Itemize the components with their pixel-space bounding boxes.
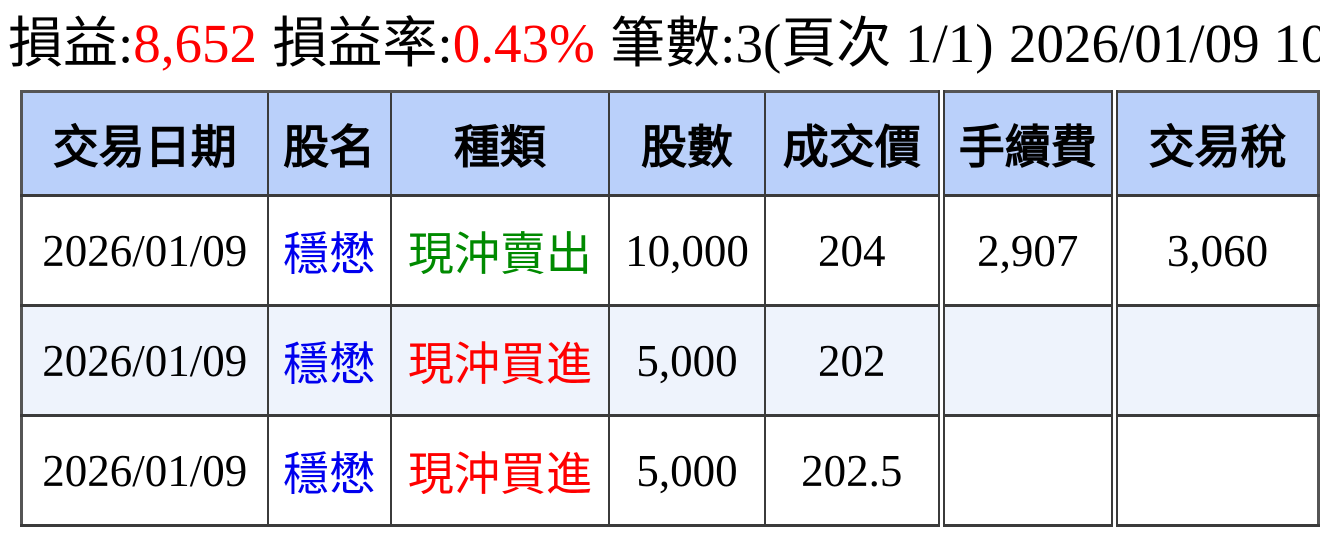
- cell-stock-name[interactable]: 穩懋: [266, 194, 392, 307]
- profit-loss-label: 損益:: [8, 13, 134, 74]
- cell-trade-date: 2026/01/09: [20, 194, 269, 307]
- cell-price: 202.5: [763, 414, 943, 527]
- col-header-trade-date: 交易日期: [20, 90, 269, 197]
- cell-trade-type: 現沖買進: [389, 304, 611, 417]
- record-count: 筆數:3(頁次 1/1): [610, 13, 994, 74]
- table-row: 2026/01/09 穩懋 現沖賣出 10,000 204 2,907 3,06…: [20, 194, 1320, 307]
- summary-datetime: 2026/01/09 10:: [1009, 13, 1320, 74]
- cell-fee: 2,907: [937, 194, 1116, 307]
- cell-trade-type: 現沖買進: [389, 414, 611, 527]
- cell-shares: 5,000: [608, 414, 766, 527]
- summary-line: 損益:8,652 損益率:0.43% 筆數:3(頁次 1/1) 2026/01/09 …: [0, 0, 1320, 90]
- cell-shares: 5,000: [608, 304, 766, 417]
- col-header-shares: 股數: [608, 90, 766, 197]
- cell-tax: [1110, 304, 1320, 417]
- cell-trade-date: 2026/01/09: [20, 304, 269, 417]
- cell-price: 202: [763, 304, 943, 417]
- cell-tax: 3,060: [1110, 194, 1320, 307]
- cell-stock-name[interactable]: 穩懋: [266, 304, 392, 417]
- cell-trade-type: 現沖賣出: [389, 194, 611, 307]
- col-header-trade-type: 種類: [389, 90, 611, 197]
- cell-stock-name[interactable]: 穩懋: [266, 414, 392, 527]
- table-row: 2026/01/09 穩懋 現沖買進 5,000 202: [20, 304, 1320, 417]
- col-header-fee: 手續費: [937, 90, 1116, 197]
- col-header-price: 成交價: [763, 90, 943, 197]
- cell-price: 204: [763, 194, 943, 307]
- profit-loss-rate-label: 損益率:: [272, 13, 453, 74]
- col-header-tax: 交易稅: [1110, 90, 1320, 197]
- profit-loss-rate-value: 0.43%: [452, 13, 595, 74]
- cell-trade-date: 2026/01/09: [20, 414, 269, 527]
- cell-tax: [1110, 414, 1320, 527]
- cell-fee: [937, 414, 1116, 527]
- cell-shares: 10,000: [608, 194, 766, 307]
- table-row: 2026/01/09 穩懋 現沖買進 5,000 202.5: [20, 414, 1320, 527]
- col-header-stock-name: 股名: [266, 90, 392, 197]
- profit-loss-value: 8,652: [133, 13, 258, 74]
- trades-table: 交易日期 股名 種類 股數 成交價 手續費 交易稅 2026/01/09 穩懋 …: [20, 90, 1320, 527]
- cell-fee: [937, 304, 1116, 417]
- table-header-row: 交易日期 股名 種類 股數 成交價 手續費 交易稅: [20, 90, 1320, 197]
